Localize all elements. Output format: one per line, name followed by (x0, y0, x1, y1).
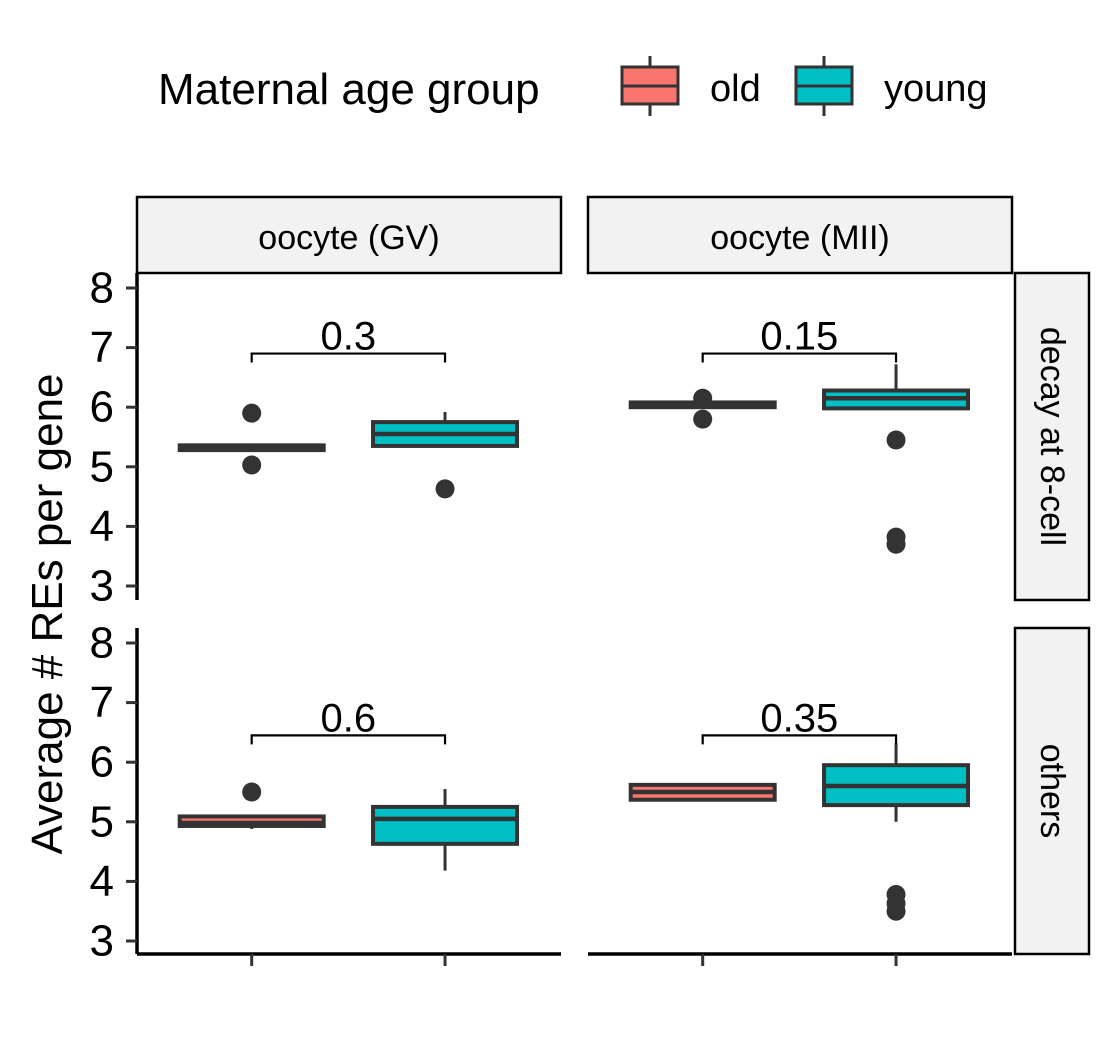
box-young (371, 804, 520, 846)
p-value-label: 0.35 (760, 696, 838, 740)
facet-strip-top (135, 195, 563, 275)
facet-strip-label: oocyte (GV) (258, 219, 439, 257)
panel: 0.35 (628, 696, 971, 921)
facet-strips: oocyte (GV) oocyte (MII) decay at 8-cell ot… (135, 195, 1091, 956)
facet-strip-right (1013, 626, 1091, 956)
facet-strip-top (586, 195, 1014, 275)
y-tick-label: 5 (90, 442, 114, 491)
significance-bracket (701, 734, 898, 745)
outlier-point (693, 388, 713, 408)
panel: 0.15 (628, 315, 971, 554)
y-tick-label: 3 (90, 917, 114, 966)
legend-title: Maternal age group (158, 65, 540, 114)
facet-strip-right (1013, 271, 1091, 602)
plot-panels: 0.3 0.15 0.6 0.35 (177, 315, 971, 921)
facet-strip-label: oocyte (MII) (710, 219, 889, 257)
y-tick-label: 4 (90, 857, 114, 906)
p-value-label: 0.15 (760, 315, 838, 359)
facet-strip-label: others (1033, 744, 1071, 839)
legend-label-old: old (710, 68, 761, 110)
panel: 0.6 (177, 696, 520, 871)
y-tick-label: 6 (90, 738, 114, 787)
outlier-point (242, 403, 262, 423)
y-tick-label: 3 (90, 562, 114, 611)
y-tick-label: 8 (90, 619, 114, 668)
significance-bracket (250, 734, 447, 745)
outlier-point (435, 479, 455, 499)
y-tick-label: 7 (90, 323, 114, 372)
outlier-point (886, 534, 906, 554)
significance-bracket (701, 352, 898, 363)
y-tick-label: 6 (90, 383, 114, 432)
axes: 3 4 5 6 7 8 3 4 5 6 7 8 (90, 264, 1012, 966)
y-tick-label: 8 (90, 264, 114, 313)
panel: 0.3 (177, 315, 520, 499)
y-tick-label: 5 (90, 797, 114, 846)
legend: Maternal age group old young (158, 56, 988, 116)
y-tick-label: 4 (90, 502, 114, 551)
outlier-point (693, 409, 713, 429)
outlier-point (886, 430, 906, 450)
legend-label-young: young (884, 68, 988, 110)
y-axis-label: Average # REs per gene (23, 373, 72, 854)
outlier-point (886, 901, 906, 921)
facet-strip-label: decay at 8-cell (1033, 327, 1071, 546)
y-tick-label: 7 (90, 678, 114, 727)
significance-bracket (250, 352, 447, 363)
p-value-label: 0.3 (321, 315, 377, 359)
outlier-point (242, 455, 262, 475)
outlier-point (242, 782, 262, 802)
p-value-label: 0.6 (321, 696, 377, 740)
